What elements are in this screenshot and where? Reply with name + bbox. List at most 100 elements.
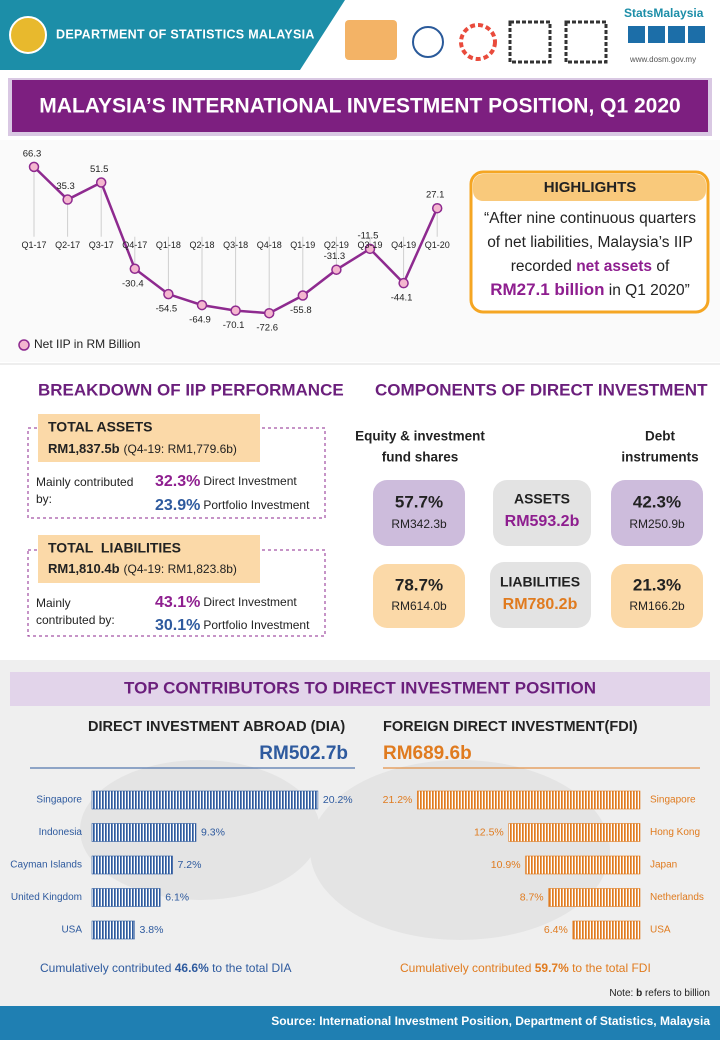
social-icon[interactable] [668,26,685,43]
bar [548,888,641,907]
row-label: ASSETS [514,491,570,507]
x-tick-label: Q4-18 [257,240,282,250]
text-run: recorded [511,258,576,275]
text-run: to the total FDI [569,961,651,975]
contribution: 30.1% Portfolio Investment [155,617,310,634]
highlights-heading: HIGHLIGHTS [544,179,637,196]
value-label: -54.5 [156,304,178,315]
bar [572,920,641,940]
debt-box [611,480,703,546]
value-label: -30.4 [122,278,144,289]
logo [459,23,497,61]
legend-label: Net IIP in RM Billion [34,337,140,351]
source: Source: International Investment Positio… [271,1014,710,1028]
map-shape [310,760,610,940]
share: 42.3% [633,492,681,511]
point [62,194,73,205]
contributed-label: Mainly contributed [36,475,133,489]
column-heading: Debt [645,429,676,444]
equity-box [373,564,465,628]
text-run: 23.9% [155,497,200,514]
contribution: 23.9% Portfolio Investment [155,497,310,514]
value-label: 35.3 [56,181,75,192]
debt-box [611,564,703,628]
liabilities-frame [27,549,326,637]
text-run: to the total DIA [209,961,292,975]
assets-label-box [38,414,260,462]
logo [412,26,444,58]
contributed-label: contributed by: [36,613,115,627]
contributed-label: Mainly [36,596,71,610]
assets-frame [27,427,326,519]
value-label: -55.8 [290,305,312,316]
highlights-text: of net liabilities, Malaysia’s IIP [487,234,693,251]
title: MALAYSIA’S INTERNATIONAL INVESTMENT POSI… [39,95,680,118]
bar [508,823,641,842]
text-run: RM1,810.4b [48,561,120,576]
section-title: TOP CONTRIBUTORS TO DIRECT INVESTMENT PO… [124,678,596,697]
column-heading: instruments [621,450,698,465]
contribution: 43.1% Direct Investment [155,594,297,611]
text-run: 32.3% [155,473,200,490]
x-tick-label: Q3-19 [357,240,382,250]
column-heading: Equity & investment [355,429,485,444]
x-tick-label: Cayman Islands [10,860,82,871]
value-label: -64.9 [189,315,211,326]
highlights-header [473,174,706,201]
point [297,290,309,301]
contributed-label: by: [36,492,52,506]
x-tick-label: USA [650,925,671,936]
value-label: -44.1 [391,293,413,304]
text-run: Cumulatively contributed [400,961,535,975]
section-title: BREAKDOWN OF IIP PERFORMANCE [38,380,344,399]
text-run: b [636,988,642,999]
website[interactable]: www.dosm.gov.my [629,55,696,64]
value-label: -31.3 [324,251,346,262]
bar [91,790,319,810]
bar-charts: DIRECT INVESTMENT ABROAD (DIA) RM502.7b Si… [10,719,704,940]
equity-box [373,480,465,546]
value-label: 12.5% [474,826,504,838]
contribution: 32.3% Direct Investment [155,473,297,490]
fdi-note: Cumulatively contributed 59.7% to the to… [400,961,651,975]
x-tick-label: Netherlands [650,892,704,903]
chart-title: FOREIGN DIRECT INVESTMENT(FDI) [383,719,638,735]
point [163,288,174,300]
contributors-band [10,672,710,706]
bar [525,855,641,875]
value-label: 66.3 [23,148,42,159]
row-total: RM593.2b [505,513,580,530]
x-tick-label: Q3-18 [223,240,248,250]
line-chart: 66.3 35.3 51.5 -30.4 -54.5 -64.9 -70.1 -72.6 -55… [18,148,450,351]
text-run: in Q1 2020” [604,282,689,299]
text-run: 43.1% [155,594,200,611]
text-run: “After nine continuous quarters [484,210,696,227]
text-run: Note: [609,988,636,999]
brand: StatsMalaysia [624,6,704,20]
text-run: Direct Investment [203,595,297,609]
bar [91,920,135,940]
qr-code [564,20,608,64]
bar [417,790,641,810]
text-run: (Q4-19: RM1,779.6b) [124,442,237,456]
social-icon[interactable] [648,26,665,43]
x-tick-label: Singapore [36,795,82,806]
value-label: 8.7% [520,891,544,903]
social-icon[interactable] [688,26,705,43]
highlights-text: “After nine continuous quarters [484,210,696,227]
social-icon[interactable] [628,26,645,43]
amount: RM166.2b [629,599,685,613]
point [398,277,409,289]
text-run: Portfolio Investment [203,498,310,512]
text-run: 59.7% [535,961,569,975]
highlights-text: RM27.1 billion in Q1 2020” [490,280,690,299]
x-tick-label: Q3-17 [89,240,114,250]
text-run: RM27.1 billion [490,280,604,299]
value-label: 9.3% [201,826,225,838]
x-tick-label: Q4-19 [391,240,416,250]
chart-subtitle: RM502.7b [259,743,348,764]
point [129,263,141,275]
value-label: 3.8% [139,924,163,936]
